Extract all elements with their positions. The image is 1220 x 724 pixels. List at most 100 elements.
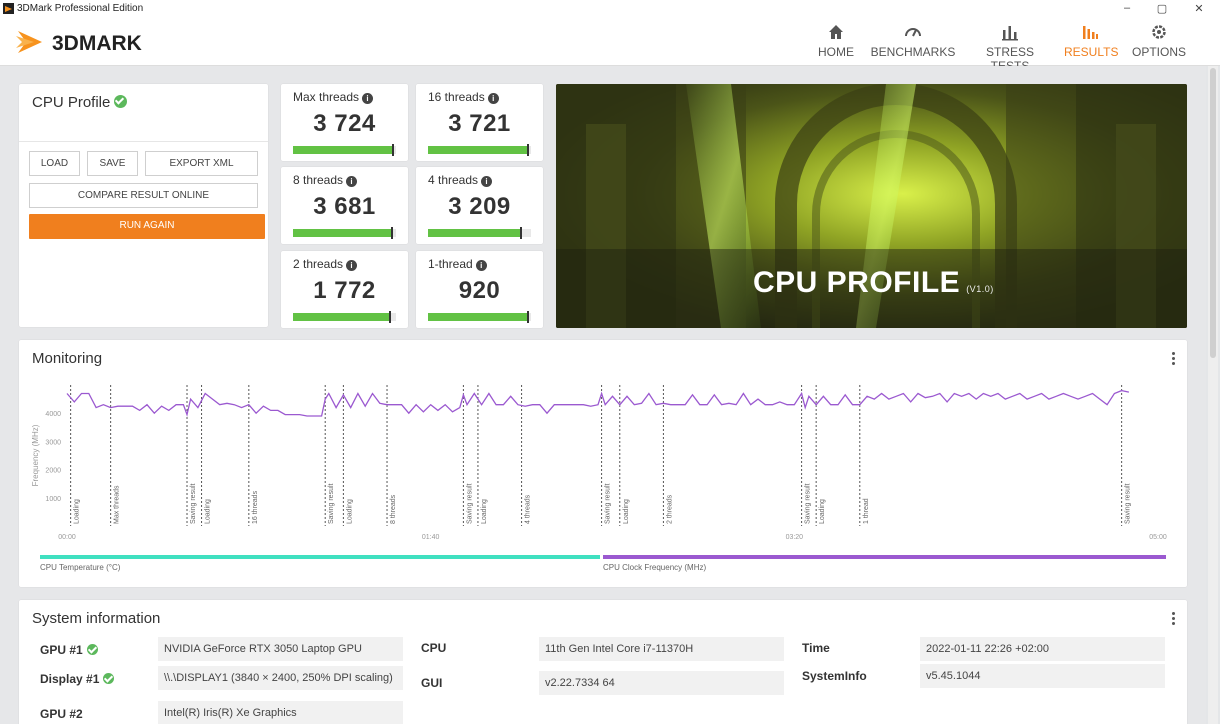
score-bar-fill (428, 229, 521, 237)
3dmark-logo[interactable]: 3DMARK (16, 26, 176, 58)
y-tick-label: 3000 (45, 439, 61, 446)
monitoring-chart: Frequency (MHz) 1000 2000 3000 4000 00:00 01:4… (31, 385, 1167, 572)
phase-marker-label: Saving result (328, 483, 335, 524)
y-axis-label: Frequency (MHz) (31, 424, 40, 486)
profile-title: CPU Profile (32, 94, 128, 111)
legend-bar-temperature (40, 555, 600, 559)
tile-label: Max threads i (293, 90, 374, 104)
score-bar (428, 144, 531, 156)
stress-bars-icon (1002, 26, 1018, 41)
save-button[interactable]: SAVE (87, 151, 138, 176)
time-label: Time (802, 641, 830, 655)
time-value: 2022-01-11 22:26 +02:00 (920, 637, 1165, 661)
gui-label: GUI (421, 676, 443, 690)
score-bar-marker (391, 144, 394, 156)
tile-score: 3 721 (448, 110, 511, 137)
score-tile-8-threads: 8 threads i 3 681 (281, 167, 408, 244)
frequency-series-line (66, 389, 1130, 417)
score-bar-fill (428, 313, 528, 321)
phase-marker-label: 4 threads (525, 494, 532, 524)
profile-title-text: CPU Profile (32, 94, 111, 111)
score-bar-marker (390, 227, 393, 239)
score-bar-marker (526, 144, 529, 156)
nav-home[interactable]: HOME (812, 22, 860, 59)
info-icon[interactable]: i (481, 176, 493, 187)
compare-online-button[interactable]: COMPARE RESULT ONLINE (29, 183, 258, 208)
info-icon[interactable]: i (362, 93, 374, 104)
nav-benchmarks[interactable]: BENCHMARKS (870, 22, 956, 59)
run-again-button[interactable]: RUN AGAIN (29, 214, 265, 239)
hero-artwork (556, 84, 1187, 328)
maximize-button[interactable]: ▢ (1156, 3, 1168, 15)
x-tick-label: 01:40 (422, 534, 440, 541)
info-icon[interactable]: i (487, 93, 499, 104)
cpu-label: CPU (421, 641, 447, 655)
phase-marker-label: Saving result (466, 483, 473, 524)
window-title: 3DMark Professional Edition (17, 3, 144, 14)
score-bar-fill (293, 229, 392, 237)
info-icon[interactable]: i (346, 176, 358, 187)
more-options-icon[interactable] (1172, 352, 1175, 367)
display1-label: Display #1 (40, 672, 115, 686)
gauge-icon (905, 28, 921, 37)
app-icon (3, 3, 14, 14)
x-tick-label: 05:00 (1149, 534, 1167, 541)
check-icon (114, 95, 128, 108)
title-bar: 3DMark Professional Edition – ▢ ✕ (0, 0, 1220, 18)
phase-marker-label: Loading (205, 499, 212, 524)
phase-marker-label: 8 threads (390, 494, 397, 524)
systeminfo-value: v5.45.1044 (920, 664, 1165, 688)
system-info-card: System information GPU #1 NVIDIA GeForce… (19, 600, 1187, 724)
cpu-profile-hero: CPU PROFILE (V1.0) (556, 84, 1187, 328)
check-icon (103, 673, 115, 684)
score-bar-fill (293, 313, 390, 321)
info-icon[interactable]: i (475, 260, 487, 271)
score-tile-16-threads: 16 threads i 3 721 (416, 84, 543, 161)
scrollbar[interactable] (1208, 66, 1218, 724)
phase-marker-label: Loading (346, 499, 353, 524)
minimize-button[interactable]: – (1123, 2, 1131, 14)
score-tile-4-threads: 4 threads i 3 209 (416, 167, 543, 244)
more-options-icon[interactable] (1172, 612, 1175, 627)
phase-marker-label: Loading (74, 499, 81, 524)
y-tick-label: 2000 (45, 468, 61, 475)
legend-bar-frequency (603, 555, 1166, 559)
phase-marker-label: 1 thread (863, 498, 870, 524)
home-icon (829, 25, 843, 39)
score-bar-marker (388, 311, 391, 323)
score-bar (428, 311, 531, 323)
tile-score: 3 209 (448, 193, 511, 220)
phase-marker-label: Max threads (114, 485, 121, 524)
score-bar-fill (293, 146, 393, 154)
nav-results[interactable]: RESULTS (1064, 22, 1118, 59)
logo-text: 3DMARK (52, 32, 142, 55)
gpu1-value: NVIDIA GeForce RTX 3050 Laptop GPU (158, 637, 403, 661)
score-bar-marker (526, 311, 529, 323)
legend-label-frequency: CPU Clock Frequency (MHz) (603, 563, 706, 572)
x-tick-label: 03:20 (786, 534, 804, 541)
gpu2-value: Intel(R) Iris(R) Xe Graphics (158, 701, 403, 724)
score-bar (293, 144, 396, 156)
tile-score: 3 681 (313, 193, 376, 220)
x-tick-label: 00:00 (58, 534, 76, 541)
nav-home-label: HOME (818, 45, 854, 59)
results-bars-icon (1083, 26, 1098, 39)
export-xml-button[interactable]: EXPORT XML (145, 151, 258, 176)
display1-value: \\.\DISPLAY1 (3840 × 2400, 250% DPI scal… (158, 666, 403, 690)
phase-marker-label: Saving result (1125, 483, 1132, 524)
info-icon[interactable]: i (346, 260, 358, 271)
hero-title-text: CPU PROFILE (753, 266, 961, 299)
monitoring-card: Monitoring Frequency (MHz) 1000 2000 3000 40… (19, 340, 1187, 587)
phase-marker-label: Loading (623, 499, 630, 524)
scrollbar-thumb[interactable] (1210, 68, 1216, 358)
gpu1-label: GPU #1 (40, 643, 98, 657)
close-button[interactable]: ✕ (1194, 3, 1204, 15)
systeminfo-label: SystemInfo (802, 669, 867, 683)
load-button[interactable]: LOAD (29, 151, 80, 176)
cpu-value: 11th Gen Intel Core i7-11370H (539, 637, 784, 661)
y-tick-label: 4000 (45, 411, 61, 418)
y-tick-label: 1000 (45, 496, 61, 503)
tile-label: 2 threads i (293, 257, 358, 271)
phase-marker-label: Loading (819, 499, 826, 524)
nav-options[interactable]: OPTIONS (1130, 22, 1188, 59)
